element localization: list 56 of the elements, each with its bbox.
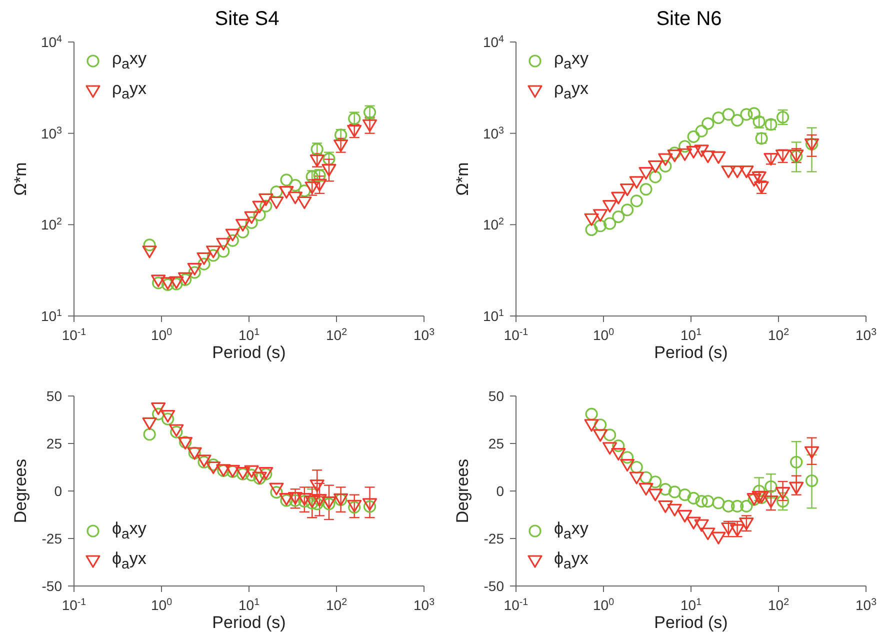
y-tick-label: -50: [42, 578, 62, 594]
x-tick-label: 10$^{-1}$: [62, 596, 86, 613]
y-tick-label: 10$^{1}$: [40, 308, 62, 324]
x-tick-label: 10$^{2}$: [326, 596, 348, 613]
x-tick-label: 10$^{1}$: [238, 326, 260, 343]
y-tick-label: 10$^{1}$: [482, 308, 504, 324]
x-axis-title: Period (s): [654, 613, 728, 632]
y-tick-label: 10$^{4}$: [40, 34, 63, 50]
legend-label: ϕ$_{a}$yx: [112, 549, 146, 573]
legend-label: ρ$_{a}$yx: [112, 79, 147, 103]
x-axis-title: Period (s): [212, 613, 286, 632]
y-tick-label: 0: [54, 483, 62, 499]
x-tick-label: 10$^{-1}$: [504, 326, 528, 343]
y-tick-label: 10$^{3}$: [40, 124, 63, 142]
legend-label: ρ$_{a}$xy: [112, 49, 147, 73]
chart-title: Site S4: [214, 8, 280, 30]
x-tick-label: 10$^{1}$: [680, 596, 702, 613]
x-axis-title: Period (s): [212, 343, 286, 362]
y-tick-label: 10$^{2}$: [482, 216, 504, 233]
legend-label: ϕ$_{a}$xy: [112, 519, 146, 543]
y-tick-label: 10$^{3}$: [482, 124, 505, 142]
x-tick-label: 10$^{2}$: [768, 326, 790, 343]
y-tick-label: 50: [488, 388, 504, 404]
x-tick-label: 10$^{3}$: [413, 596, 436, 613]
x-tick-label: 10$^{1}$: [238, 596, 260, 613]
legend-label: ρ$_{a}$xy: [554, 49, 589, 73]
x-tick-label: 10$^{0}$: [150, 326, 173, 343]
y-axis-title: Ω*m: [453, 162, 472, 196]
chart-title: Site N6: [656, 8, 722, 30]
y-tick-label: 25: [488, 436, 504, 452]
x-tick-label: 10$^{3}$: [855, 596, 878, 613]
x-tick-label: 10$^{0}$: [592, 326, 615, 343]
y-tick-label: 50: [46, 388, 62, 404]
x-tick-label: 10$^{2}$: [326, 326, 348, 343]
y-tick-label: 10$^{2}$: [40, 216, 62, 233]
x-axis-title: Period (s): [654, 343, 728, 362]
y-tick-label: 25: [46, 436, 62, 452]
x-tick-label: 10$^{-1}$: [62, 326, 86, 343]
y-tick-label: 10$^{4}$: [482, 34, 505, 50]
legend-label: ϕ$_{a}$xy: [554, 519, 588, 543]
y-tick-label: 0: [496, 483, 504, 499]
y-tick-label: -50: [484, 578, 504, 594]
x-tick-label: 10$^{0}$: [592, 596, 615, 613]
y-axis-title: Degrees: [453, 458, 472, 524]
legend-label: ϕ$_{a}$yx: [554, 549, 588, 573]
x-tick-label: 10$^{-1}$: [504, 596, 528, 613]
x-tick-label: 10$^{0}$: [150, 596, 173, 613]
y-axis-title: Ω*m: [11, 162, 30, 196]
legend-label: ρ$_{a}$yx: [554, 79, 589, 103]
x-tick-label: 10$^{3}$: [855, 326, 878, 343]
y-tick-label: -25: [42, 530, 62, 546]
y-axis-title: Degrees: [11, 458, 30, 524]
x-tick-label: 10$^{3}$: [413, 326, 436, 343]
x-tick-label: 10$^{1}$: [680, 326, 702, 343]
x-tick-label: 10$^{2}$: [768, 596, 790, 613]
y-tick-label: -25: [484, 530, 504, 546]
